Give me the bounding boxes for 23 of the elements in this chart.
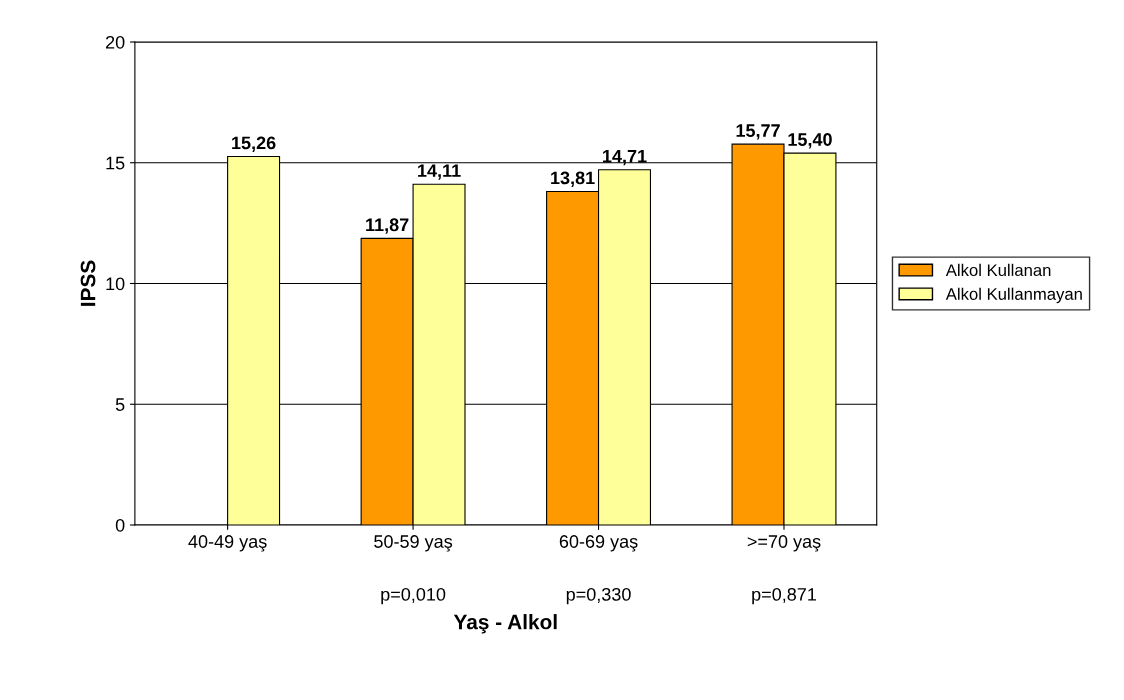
x-tick-label: 50-59 yaş (374, 535, 453, 552)
data-label: 11,87 (366, 218, 409, 234)
data-label: 15,26 (232, 136, 276, 152)
data-label: 15,40 (788, 133, 832, 149)
legend-label: Alkol Kullanmayan (945, 287, 1082, 304)
y-tick-label: 10 (106, 277, 125, 291)
x-axis-title: Yaş - Alkol (453, 614, 557, 634)
legend-label: Alkol Kullanan (945, 263, 1051, 277)
y-tick-label: 20 (105, 35, 125, 49)
data-label: 15,77 (736, 124, 780, 140)
data-label: 14,11 (418, 164, 461, 180)
y-tick-label: 15 (106, 156, 125, 170)
x-tick-label: >=70 yaş (747, 535, 821, 552)
text: p=0,330 (566, 587, 631, 605)
y-tick-label: 0 (115, 518, 125, 532)
text: p=0,871 (752, 587, 816, 605)
y-axis-title: IPSS (80, 260, 96, 306)
data-label: 13,81 (551, 171, 595, 187)
x-tick-label: 60-69 yaş (559, 535, 638, 552)
y-tick-label: 5 (115, 398, 125, 411)
data-label: 14,71 (603, 149, 647, 166)
text: p=0,010 (381, 587, 446, 605)
x-tick-label: 40-49 yaş (188, 535, 267, 552)
